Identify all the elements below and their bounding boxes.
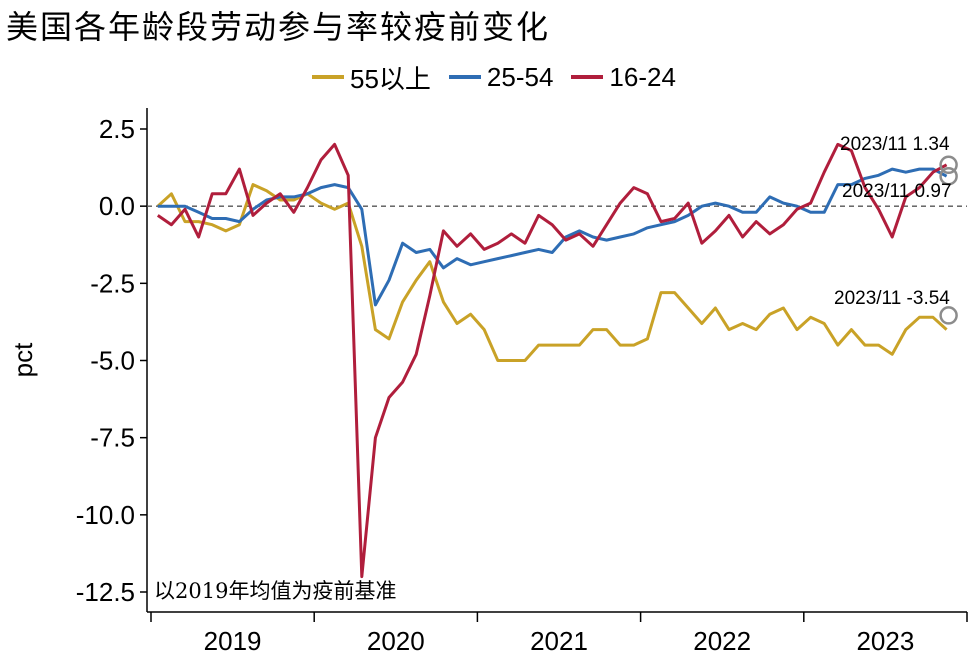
legend-item: 55以上 bbox=[312, 59, 431, 96]
x-tick-label: 2022 bbox=[693, 626, 751, 656]
y-axis-label: pct bbox=[8, 342, 38, 377]
y-tick-label: -5.0 bbox=[90, 346, 135, 376]
legend-swatch bbox=[571, 75, 604, 79]
x-tick-label: 2019 bbox=[204, 626, 262, 656]
end-point-marker bbox=[939, 155, 958, 175]
y-tick-label: 0.0 bbox=[99, 191, 135, 221]
series-line-55 bbox=[156, 183, 948, 362]
legend-label: 25-54 bbox=[486, 61, 554, 92]
y-tick-label: -2.5 bbox=[90, 268, 135, 298]
end-value-annotation: 2023/11 -3.54 bbox=[834, 288, 950, 309]
y-tick-label: -7.5 bbox=[90, 423, 135, 453]
legend-label: 16-24 bbox=[609, 61, 676, 92]
y-tick-label: 2.5 bbox=[99, 114, 135, 144]
x-tick-label: 2023 bbox=[856, 626, 914, 656]
end-value-annotation: 2023/11 1.34 bbox=[840, 134, 950, 155]
baseline-note: 以2019年均值为疫前基准 bbox=[154, 579, 396, 603]
chart-legend: 55以上 25-54 16-24 bbox=[312, 60, 694, 94]
x-tick-label: 2020 bbox=[367, 626, 425, 656]
legend-item: 25-54 bbox=[448, 61, 554, 93]
end-point-marker bbox=[939, 306, 958, 325]
y-tick-label: -10.0 bbox=[76, 500, 135, 530]
series-line-1624 bbox=[156, 142, 948, 579]
series-line-2554 bbox=[157, 167, 948, 307]
legend-label: 55以上 bbox=[350, 63, 431, 94]
end-value-annotation: 2023/11 0.97 bbox=[842, 181, 952, 202]
x-tick-label: 2021 bbox=[530, 626, 588, 656]
y-tick-label: -12.5 bbox=[76, 577, 135, 607]
end-point-marker bbox=[939, 166, 958, 186]
chart-title: 美国各年龄段劳动参与率较疫前变化 bbox=[6, 8, 551, 46]
legend-swatch bbox=[448, 75, 481, 79]
legend-swatch bbox=[312, 75, 344, 79]
legend-item: 16-24 bbox=[571, 62, 676, 93]
